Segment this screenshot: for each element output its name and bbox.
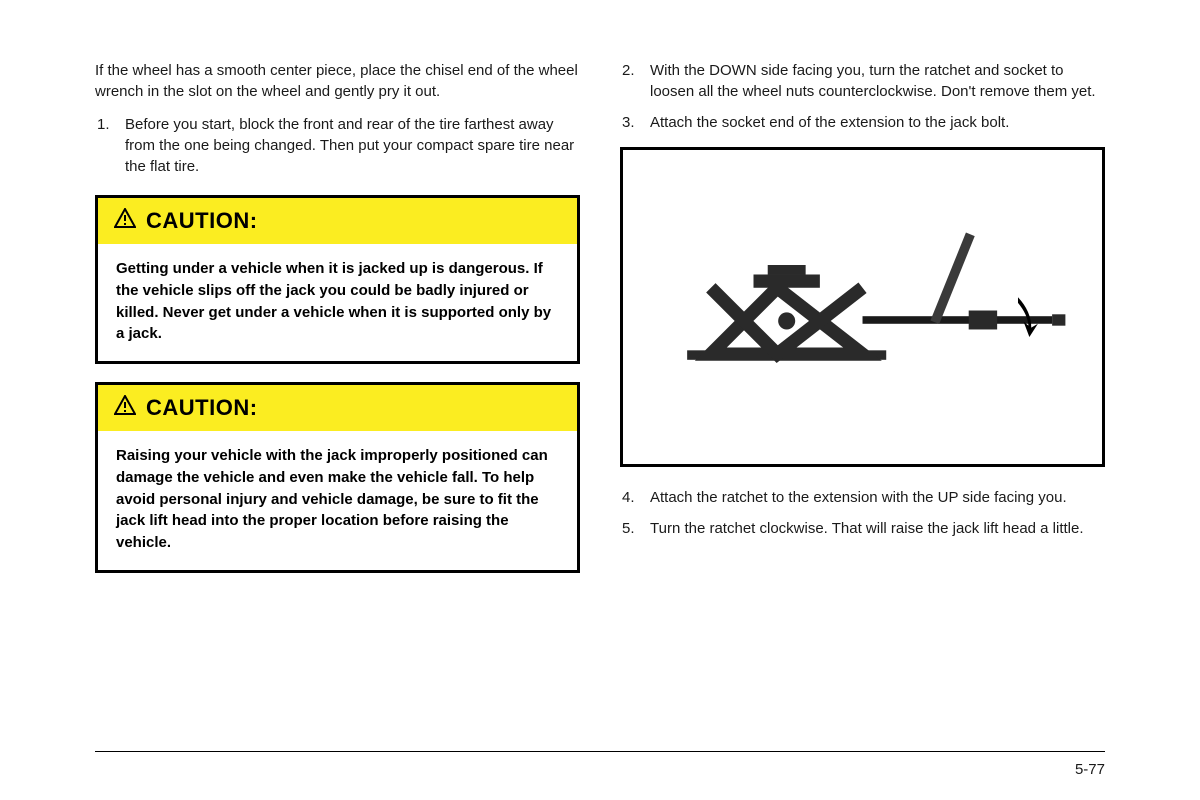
step-text: With the DOWN side facing you, turn the … [650,62,1096,100]
warning-triangle-icon [114,208,136,234]
step-number: 3. [622,112,635,133]
step-text: Before you start, block the front and re… [125,116,574,175]
caution-header-1: CAUTION: [98,198,577,244]
caution-box-2: CAUTION: Raising your vehicle with the j… [95,382,580,573]
step-number: 2. [622,60,635,81]
caution-body-2: Raising your vehicle with the jack impro… [98,431,577,570]
page-columns: If the wheel has a smooth center piece, … [95,60,1105,591]
right-steps-list-b: 4. Attach the ratchet to the extension w… [620,487,1105,539]
step-number: 1. [97,114,110,135]
step-5: 5. Turn the ratchet clockwise. That will… [650,518,1105,539]
caution-header-2: CAUTION: [98,385,577,431]
right-steps-list-a: 2. With the DOWN side facing you, turn t… [620,60,1105,133]
left-column: If the wheel has a smooth center piece, … [95,60,580,591]
step-number: 4. [622,487,635,508]
footer-rule [95,751,1105,752]
jack-illustration-icon [635,174,1090,439]
jack-figure [620,147,1105,467]
step-text: Turn the ratchet clockwise. That will ra… [650,520,1084,537]
page-number: 5-77 [1075,761,1105,778]
step-3: 3. Attach the socket end of the extensio… [650,112,1105,133]
step-text: Attach the socket end of the extension t… [650,114,1009,131]
right-column: 2. With the DOWN side facing you, turn t… [620,60,1105,591]
caution-title-1: CAUTION: [146,208,258,234]
caution-box-1: CAUTION: Getting under a vehicle when it… [95,195,580,364]
step-text: Attach the ratchet to the extension with… [650,489,1067,506]
caution-title-2: CAUTION: [146,395,258,421]
step-1: 1. Before you start, block the front and… [125,114,580,177]
warning-triangle-icon [114,395,136,421]
step-number: 5. [622,518,635,539]
caution-body-1: Getting under a vehicle when it is jacke… [98,244,577,361]
step-4: 4. Attach the ratchet to the extension w… [650,487,1105,508]
step-2: 2. With the DOWN side facing you, turn t… [650,60,1105,102]
intro-paragraph: If the wheel has a smooth center piece, … [95,60,580,102]
left-steps-list: 1. Before you start, block the front and… [95,114,580,177]
